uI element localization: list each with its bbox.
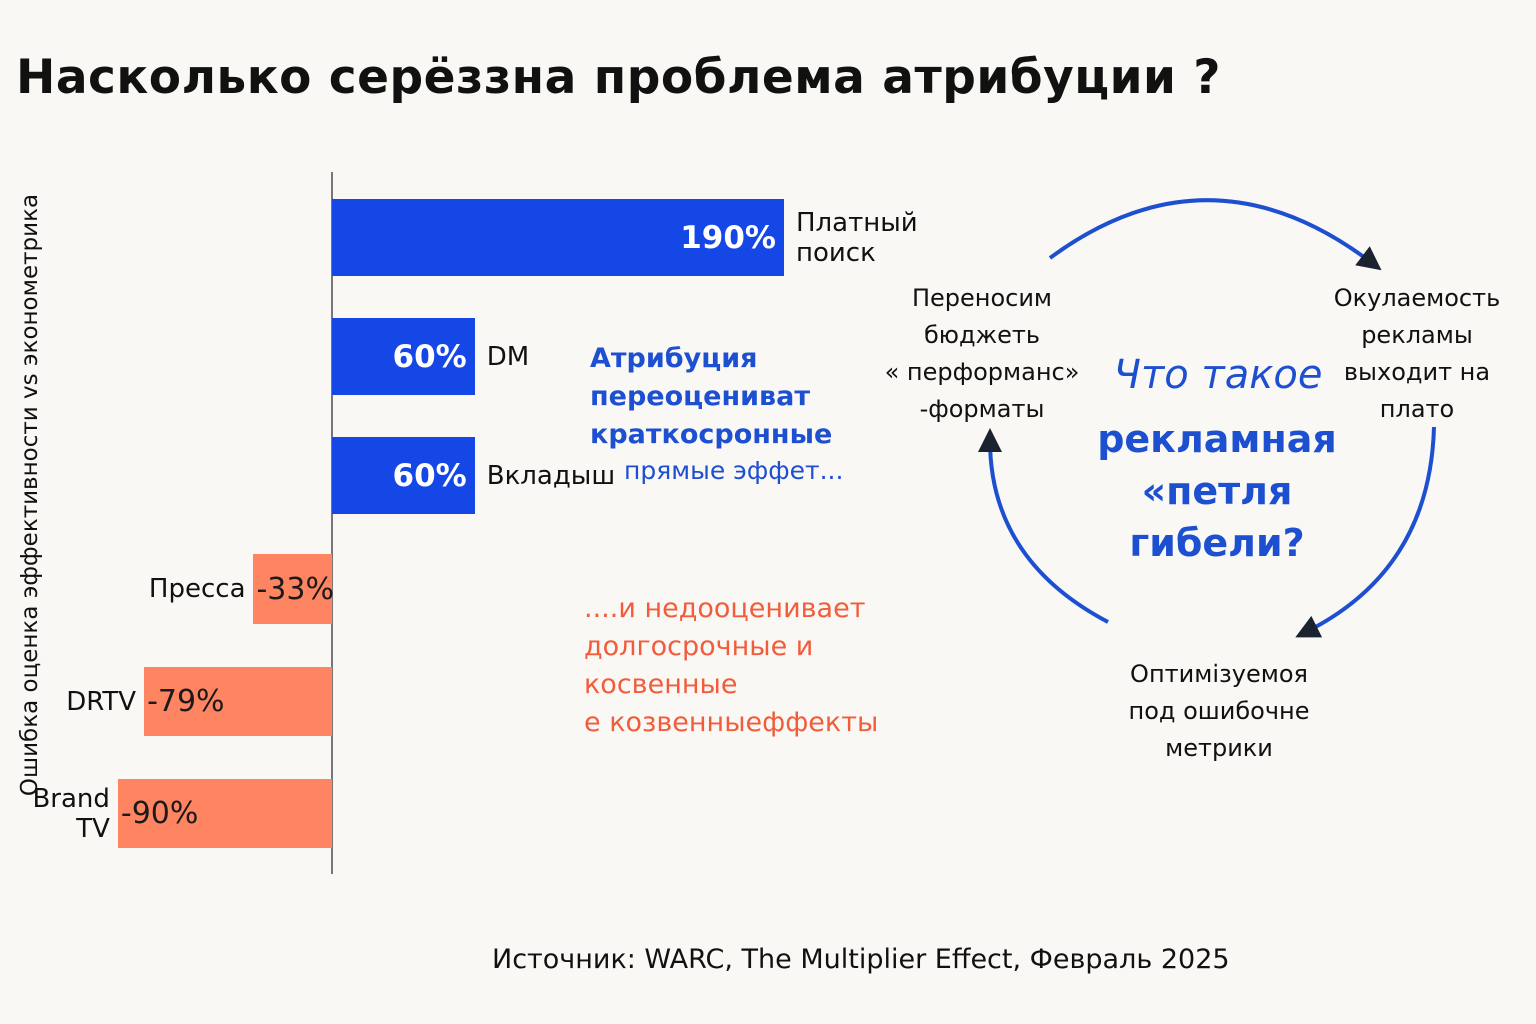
source-note: Источник: WARC, The Multiplier Effect, Ф… <box>492 944 1230 975</box>
bar-value-label: 60% <box>392 457 467 494</box>
category-label: Пресса <box>148 574 246 604</box>
category-label: Brand TV <box>32 783 110 844</box>
category-label: Вкладыш <box>486 460 616 491</box>
overestimate-note: Атрибуция переоцениват краткосронные <box>590 343 833 450</box>
page-title: Насколько серёззна проблема атрибуции ? <box>16 50 1222 105</box>
overestimate-note-tail: прямые эффет... <box>624 456 844 485</box>
bar-4: -79% <box>144 667 332 736</box>
loop-arrow-left <box>978 428 1109 624</box>
loop-node-budget: Переносим бюджеть « перформанс» -форматы <box>884 284 1080 423</box>
category-label: DRTV <box>66 686 137 717</box>
loop-arrow-right <box>1295 426 1436 638</box>
category-label: Платный поиск <box>796 207 918 268</box>
bar-2: 60% <box>332 437 475 514</box>
bar-value-label: -90% <box>120 796 199 831</box>
zero-axis-line <box>331 172 333 874</box>
bar-0: 190% <box>332 199 784 276</box>
category-label: DM <box>486 341 530 372</box>
loop-arrow-top <box>1048 198 1382 271</box>
bar-value-label: 60% <box>392 338 467 375</box>
bar-value-label: -33% <box>256 571 334 607</box>
bar-3: -33% <box>253 554 334 624</box>
bar-value-label: 190% <box>680 219 776 256</box>
loop-node-optimize: Оптимізуемоя под ошибочне метрики <box>1128 660 1310 762</box>
bar-value-label: -79% <box>147 684 225 719</box>
bar-5: -90% <box>117 779 332 848</box>
underestimate-note: ....и недооценивает долгосрочные и косве… <box>584 593 879 738</box>
loop-node-plateau: Окулаемость рекламы выходит на плато <box>1333 284 1501 423</box>
loop-question-line2: рекламная «петля гибели? <box>1097 417 1337 565</box>
bar-1: 60% <box>332 318 475 395</box>
loop-question-line1: Что такое <box>1113 352 1323 398</box>
